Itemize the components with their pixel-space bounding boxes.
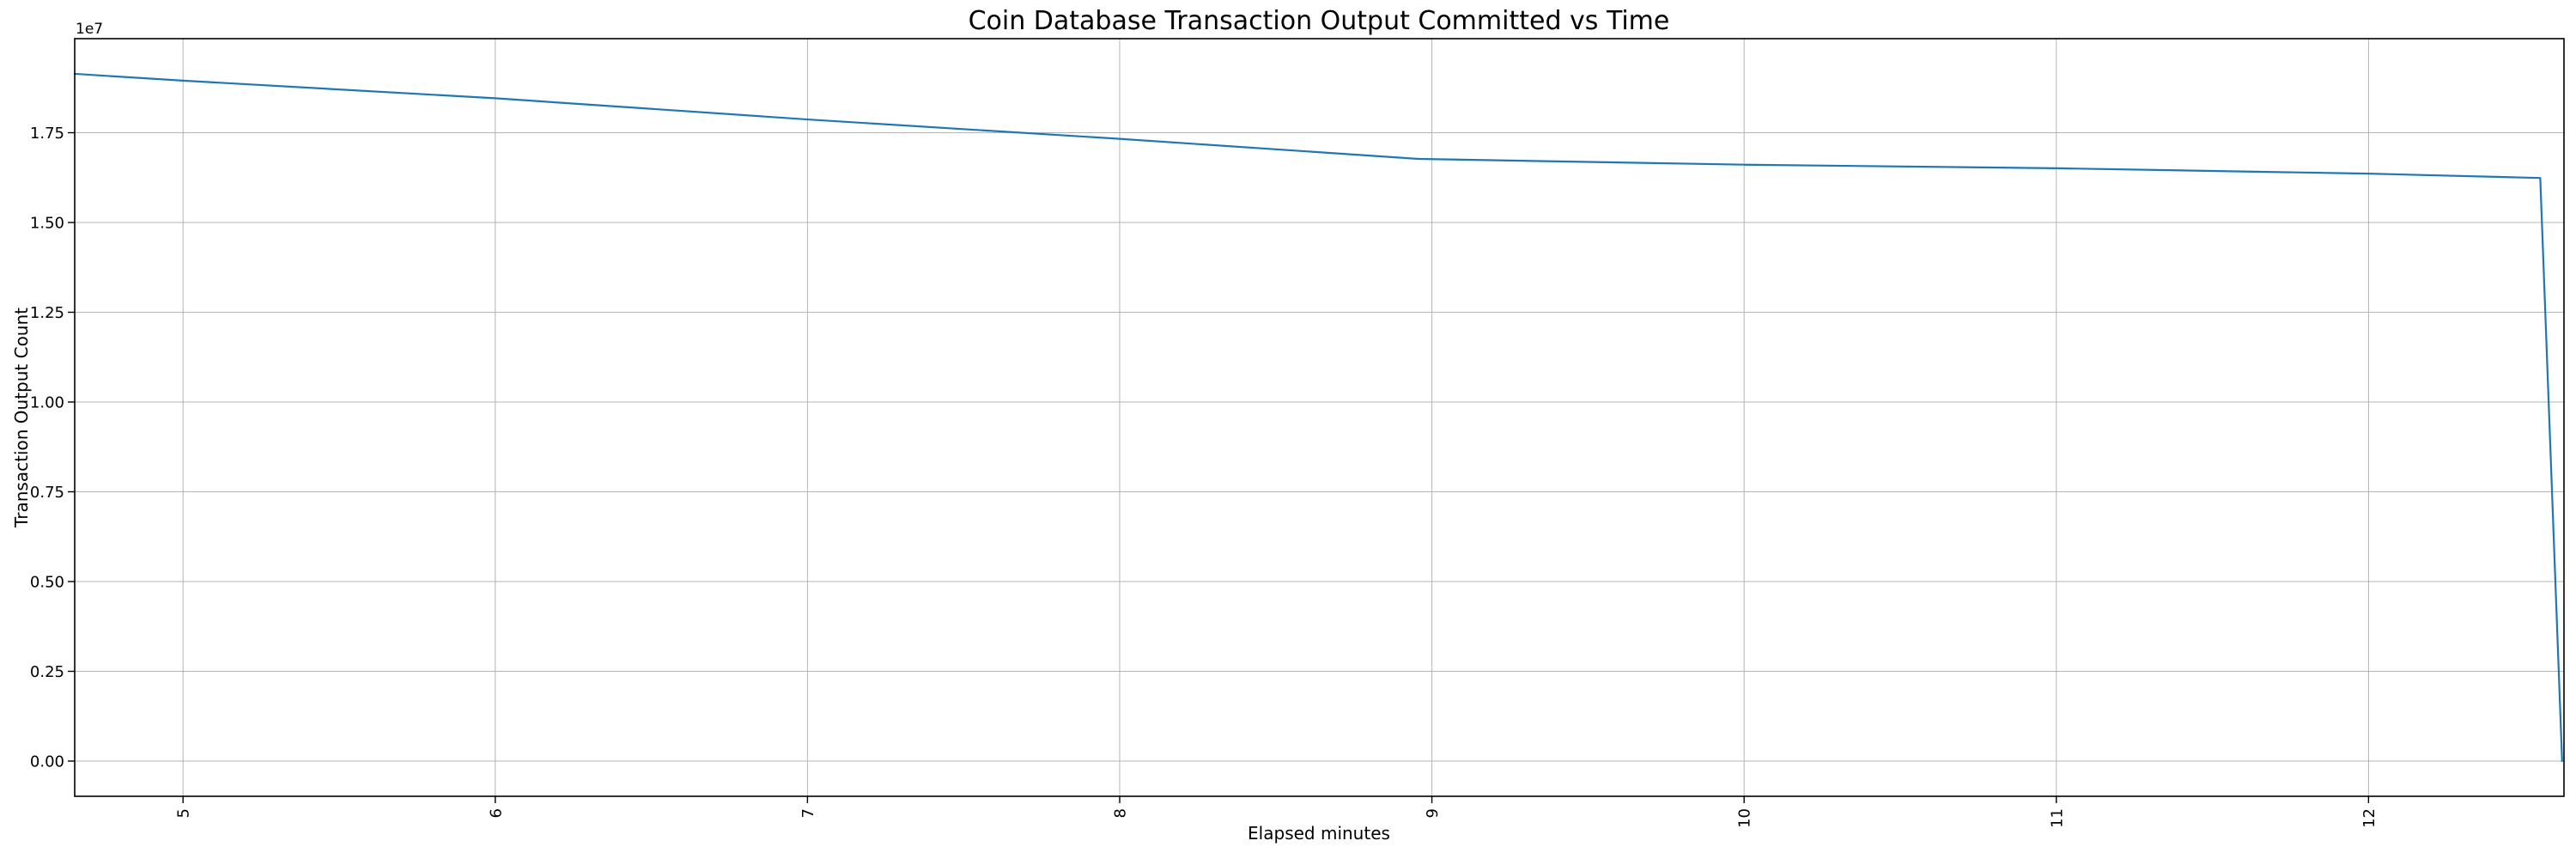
x-tick-label: 7 [799,808,817,818]
y-tick-label: 1.50 [30,215,64,233]
data-series-layer [73,72,2563,763]
x-tick-label: 12 [2360,808,2379,828]
x-axis-label: Elapsed minutes [1248,823,1390,844]
plot-border [74,38,2565,797]
x-tick-label: 10 [1736,808,1754,828]
y-axis-offset-label: 1e7 [76,21,103,38]
x-tick-label: 9 [1424,808,1442,818]
y-tick-label: 0.75 [30,484,64,502]
x-tick-label: 8 [1111,808,1129,818]
y-tick-label: 1.00 [30,394,64,412]
chart-title: Coin Database Transaction Output Committ… [969,6,1670,36]
x-tick-label: 6 [487,808,505,818]
y-axis-label: Transaction Output Count [11,308,32,528]
y-tick-label: 1.75 [30,125,64,143]
y-tick-label: 0.00 [30,752,64,771]
axis-layer: 5 6 7 8 9 10 11 12 0.00 0.25 0.50 0.75 1.00 1.25 1.50 1… [30,38,2565,828]
data-line [73,72,2563,763]
y-tick-label: 0.25 [30,663,64,681]
x-tick-label: 11 [2048,808,2066,828]
x-tick-label: 5 [175,808,193,818]
y-tick-label: 1.25 [30,304,64,322]
y-tick-label: 0.50 [30,574,64,592]
